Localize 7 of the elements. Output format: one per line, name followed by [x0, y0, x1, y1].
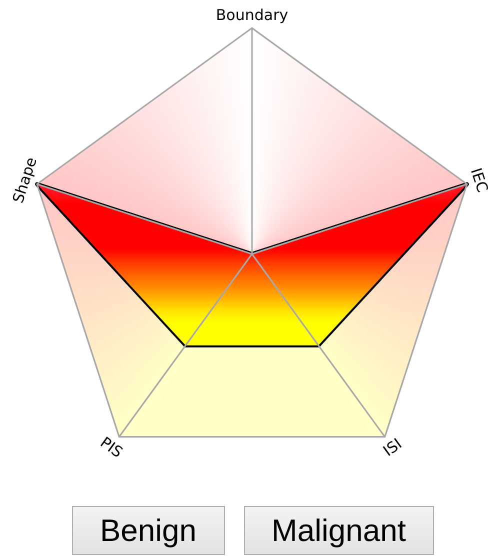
spoke-label: ISI [380, 434, 406, 460]
button[interactable]: Malignant [244, 506, 434, 555]
spoke-label: IEC [466, 166, 492, 195]
spoke-label: PIS [96, 433, 126, 462]
spoke-label: Shape [8, 155, 41, 206]
spoke-label: Boundary [216, 6, 288, 24]
button[interactable]: Benign [72, 506, 225, 555]
